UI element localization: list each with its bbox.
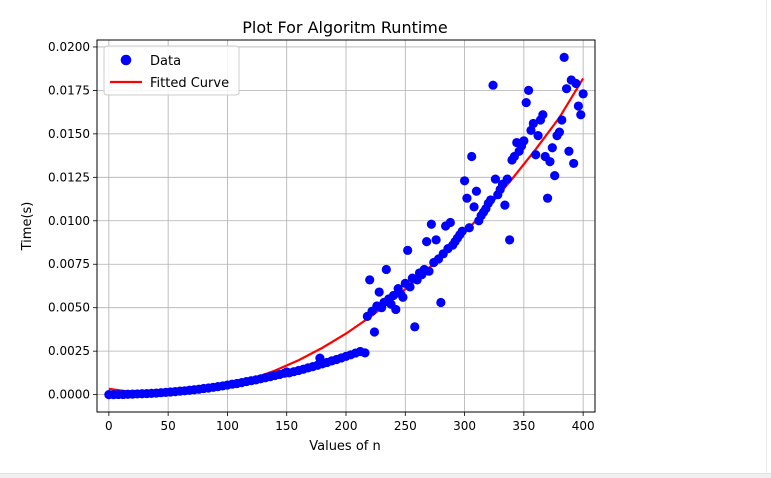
x-axis-ticks: 0 50 100 150 200 250 300 350 400 [105,412,595,433]
data-point [526,125,536,135]
data-point [576,110,586,120]
legend-data-label: Data [150,54,181,69]
window-edge-bottom [0,473,771,478]
y-tick-label: 0.0150 [48,127,90,141]
data-point [462,193,472,203]
chart-title: Plot For Algoritm Runtime [242,18,447,37]
data-point [410,322,420,332]
data-point [550,170,560,181]
legend-curve-label: Fitted Curve [150,76,229,91]
y-axis-ticks: 0.0000 0.0025 0.0050 0.0075 0.0100 0.0125 0.01… [48,40,97,402]
data-point [459,176,470,186]
x-tick-label: 100 [216,419,239,433]
x-tick-label: 300 [453,419,476,433]
data-point [561,84,572,94]
y-tick-label: 0.0025 [48,344,90,358]
data-point [545,157,555,167]
data-point [436,297,446,308]
y-tick-label: 0.0125 [48,170,90,184]
data-point [533,131,543,141]
data-point [388,290,399,301]
data-point [374,287,384,297]
data-point [519,136,529,146]
data-point [422,237,432,247]
data-point [381,264,391,275]
y-tick-label: 0.0000 [48,388,90,402]
data-point [502,174,512,184]
y-tick-label: 0.0075 [48,257,90,271]
data-point [398,292,408,302]
y-axis-label: Time(s) [20,202,35,252]
data-point [369,327,380,337]
x-axis-label: Values of n [309,439,381,454]
y-tick-label: 0.0050 [48,301,90,315]
legend-data-marker [120,54,132,66]
data-point [578,89,588,99]
data-point [521,97,531,108]
data-point [554,127,565,137]
data-point [457,226,467,236]
data-point [531,150,541,160]
data-points-layer [104,52,588,400]
data-point [467,151,477,162]
data-point [445,217,455,228]
data-point [505,235,515,245]
data-point [464,223,474,233]
x-tick-label: 150 [275,419,298,433]
data-point [488,80,498,90]
data-point [557,115,567,125]
data-point [500,200,510,210]
data-point [403,245,413,255]
data-point [571,78,581,89]
x-tick-label: 400 [572,419,595,433]
data-point [426,219,436,229]
window-edge-right [766,0,767,473]
data-point [490,174,500,184]
data-point [528,118,538,129]
data-point [469,202,479,212]
x-tick-label: 350 [512,419,535,433]
data-point [573,101,584,111]
data-point [547,143,557,153]
data-point [486,195,496,205]
data-point [471,186,482,196]
data-point [391,304,401,315]
gridlines [97,40,595,412]
x-tick-label: 200 [335,419,358,433]
data-point [569,158,579,169]
data-point [564,146,574,156]
data-point [542,193,553,203]
data-point [365,275,375,285]
x-tick-label: 0 [105,419,113,433]
x-tick-label: 250 [394,419,417,433]
y-tick-label: 0.0200 [48,40,90,54]
y-tick-label: 0.0175 [48,83,90,97]
y-tick-label: 0.0100 [48,214,90,228]
data-point [538,110,548,120]
data-point [405,282,415,292]
x-tick-label: 50 [161,419,176,433]
data-point [424,266,434,276]
legend: Data Fitted Curve [103,45,240,96]
data-point [524,85,534,96]
data-point [431,235,441,245]
data-point [360,348,370,358]
data-point [559,52,569,62]
